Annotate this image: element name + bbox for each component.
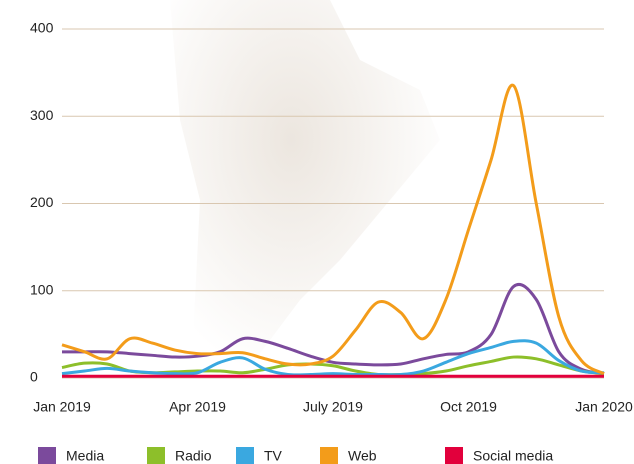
map-background <box>170 0 440 400</box>
legend-swatch <box>445 447 463 464</box>
legend-label: Media <box>66 448 104 464</box>
y-tick-label: 300 <box>30 107 54 123</box>
legend-swatch <box>38 447 56 464</box>
x-tick-label: Jan 2020 <box>575 399 633 415</box>
series-line <box>61 83 605 375</box>
legend-label: TV <box>264 448 283 464</box>
y-tick-label: 400 <box>30 20 54 36</box>
y-tick-label: 100 <box>30 281 54 297</box>
legend-swatch <box>147 447 165 464</box>
y-tick-label: 200 <box>30 194 54 210</box>
series-line <box>61 339 605 377</box>
x-tick-label: July 2019 <box>303 399 363 415</box>
legend-swatch <box>320 447 338 464</box>
legend-label: Radio <box>175 448 212 464</box>
y-tick-label: 0 <box>30 369 38 385</box>
legend-label: Social media <box>473 448 553 464</box>
x-tick-label: Jan 2019 <box>33 399 91 415</box>
legend-label: Web <box>348 448 377 464</box>
x-tick-label: Apr 2019 <box>169 399 226 415</box>
x-tick-label: Oct 2019 <box>440 399 497 415</box>
legend-swatch <box>236 447 254 464</box>
series-line <box>62 282 605 376</box>
